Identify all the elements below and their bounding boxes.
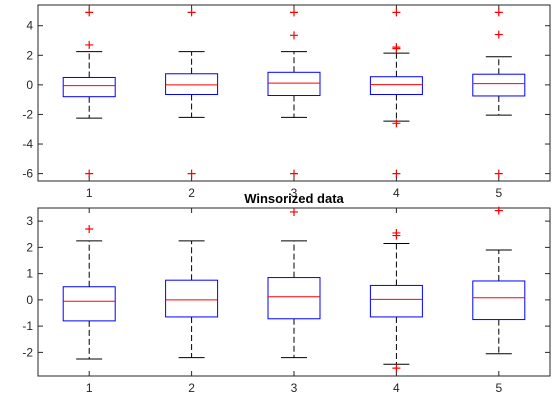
top-ytick-label: -4 <box>22 137 33 151</box>
bottom-ytick-label: 2 <box>26 240 33 254</box>
top-xtick-label: 2 <box>188 186 195 200</box>
bottom-box-group-1 <box>62 225 116 360</box>
bottom-box-group-3 <box>267 207 321 359</box>
top-ytick-label: 4 <box>26 19 33 33</box>
iqr-box <box>165 279 219 318</box>
bottom-ytick-label: -1 <box>22 319 33 333</box>
bottom-xtick-label: 2 <box>188 381 195 395</box>
outlier-marker <box>392 8 401 17</box>
bottom-ytick-label: 1 <box>26 267 33 281</box>
outlier-marker <box>187 8 196 17</box>
iqr-box <box>165 73 219 95</box>
top-box-group-4 <box>369 8 423 178</box>
outlier-marker <box>290 169 298 178</box>
iqr-box <box>369 284 423 318</box>
bottom-axes: -2 -1 0 1 2 3 1 2 3 4 5 Winsorized data <box>22 191 551 395</box>
bottom-ytick-label: 3 <box>26 214 33 228</box>
bottom-ytick-label: 0 <box>26 293 33 307</box>
outlier-marker <box>392 231 401 240</box>
bottom-box-group-4 <box>369 228 423 373</box>
top-xtick-label: 5 <box>495 186 502 200</box>
outlier-marker <box>85 225 94 233</box>
outlier-marker <box>392 119 401 128</box>
iqr-box <box>472 280 526 321</box>
outlier-marker <box>187 169 196 178</box>
top-ytick-label: -6 <box>22 167 33 181</box>
outlier-marker <box>392 44 401 53</box>
top-box-group-1 <box>62 8 116 178</box>
top-ytick-label: 0 <box>26 78 33 92</box>
bottom-xtick-label: 3 <box>291 381 298 395</box>
outlier-marker <box>85 8 94 17</box>
top-box-group-3 <box>267 8 321 178</box>
outlier-marker <box>494 8 503 17</box>
iqr-box <box>472 73 526 97</box>
top-xtick-label: 4 <box>393 186 400 200</box>
bottom-xtick-label: 4 <box>393 381 400 395</box>
top-ytick-label: 2 <box>26 48 33 62</box>
bottom-chart-title: Winsorized data <box>244 191 344 206</box>
top-box-group-5 <box>472 8 526 178</box>
top-xtick-label: 3 <box>291 186 298 200</box>
outlier-marker <box>494 169 503 178</box>
iqr-box <box>369 76 423 95</box>
bottom-xtick-label: 1 <box>86 381 93 395</box>
top-xtick-label: 1 <box>86 186 93 200</box>
iqr-box <box>62 286 116 322</box>
outlier-marker <box>392 364 401 373</box>
outlier-marker <box>85 169 94 178</box>
iqr-box <box>267 71 321 97</box>
iqr-box <box>62 76 116 98</box>
outlier-marker <box>494 206 503 215</box>
top-ytick-label: -2 <box>22 107 33 121</box>
outlier-marker <box>85 40 94 49</box>
top-box-group-2 <box>165 8 219 178</box>
outlier-marker <box>290 31 298 40</box>
bottom-box-group-2 <box>165 240 219 359</box>
bottom-xtick-label: 5 <box>495 381 502 395</box>
top-axes: -6 -4 -2 0 2 4 1 2 3 4 5 <box>22 4 551 200</box>
outlier-marker <box>494 30 503 39</box>
outlier-marker <box>290 8 298 17</box>
outlier-marker <box>290 207 298 216</box>
iqr-box <box>267 277 321 320</box>
bottom-box-group-5 <box>472 206 526 355</box>
bottom-ytick-label: -2 <box>22 345 33 359</box>
outlier-marker <box>392 169 401 178</box>
